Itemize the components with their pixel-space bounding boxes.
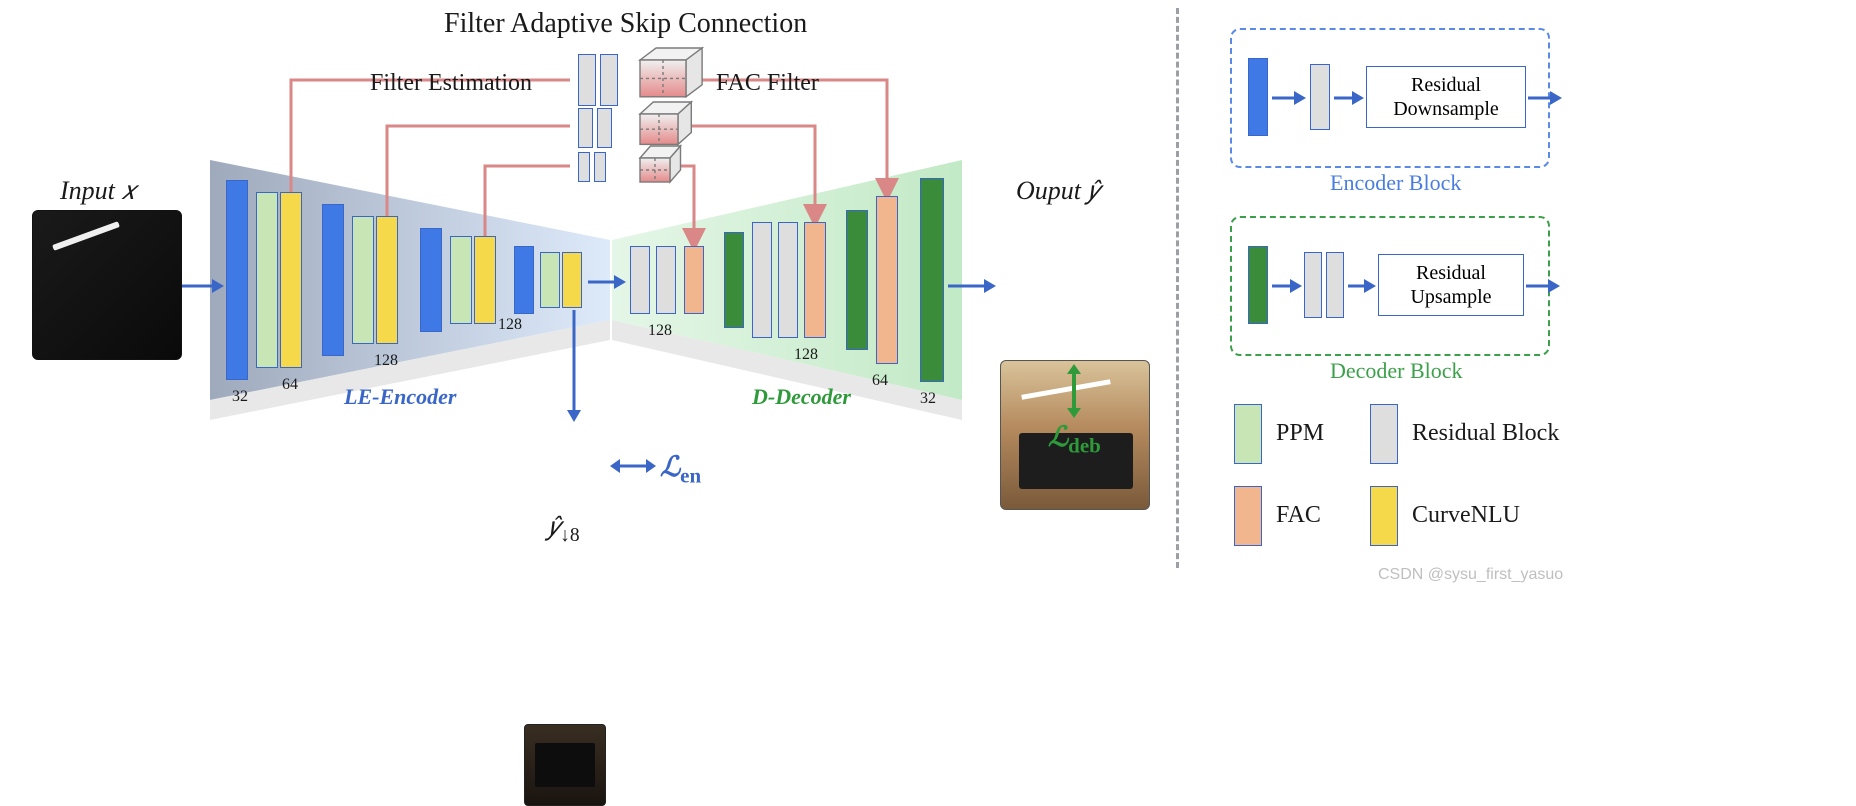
net-block-19: [846, 210, 868, 350]
net-block-3: [322, 204, 344, 356]
net-block-4: [352, 216, 374, 344]
d-decoder-caption: D-Decoder: [752, 384, 851, 410]
filter-est-rect-0-0: [578, 54, 596, 106]
section-divider: [1176, 8, 1179, 568]
enc-arr1: [1272, 88, 1308, 108]
enc-arr2: [1334, 88, 1364, 108]
channel-label-5: 128: [794, 346, 818, 364]
net-block-20: [876, 196, 898, 364]
legend-curvenlu: [1370, 486, 1398, 546]
net-block-10: [540, 252, 560, 308]
loss-en-arrow: [610, 456, 656, 476]
net-block-15: [724, 232, 744, 328]
dec-arr2: [1348, 276, 1376, 296]
filter-est-rect-2-1: [594, 152, 606, 182]
channel-label-3: 128: [498, 316, 522, 334]
channel-label-4: 128: [648, 322, 672, 340]
decoder-block-caption: Decoder Block: [1330, 358, 1463, 384]
filter-estimation-label: Filter Estimation: [370, 70, 532, 97]
encoder-block-caption: Encoder Block: [1330, 170, 1461, 196]
net-block-14: [684, 246, 704, 314]
loss-en-label: ℒen: [660, 450, 701, 489]
net-block-8: [474, 236, 496, 324]
dec-arr1: [1272, 276, 1302, 296]
arrow-input: [182, 276, 226, 296]
net-block-9: [514, 246, 534, 314]
net-block-12: [630, 246, 650, 314]
net-block-6: [420, 228, 442, 332]
l-en-script: ℒ: [660, 452, 680, 483]
filter-est-rect-2-0: [578, 152, 590, 182]
legend-ppm-label: PPM: [1276, 420, 1324, 447]
net-block-11: [562, 252, 582, 308]
legend-fac: [1234, 486, 1262, 546]
y8-image: [524, 724, 606, 806]
net-block-7: [450, 236, 472, 324]
arrow-to-y8: [564, 310, 584, 424]
fac-cube-2: [640, 146, 690, 196]
dec-green: [1248, 246, 1268, 324]
fasc-title: Filter Adaptive Skip Connection: [444, 8, 807, 40]
loss-deb-label: ℒdeb: [1048, 420, 1101, 459]
filter-est-rect-1-1: [597, 108, 612, 148]
y8-sym: 𝑦̂: [548, 512, 560, 541]
dec-arr3: [1526, 276, 1560, 296]
channel-label-0: 32: [232, 388, 248, 406]
le-encoder-caption: LE-Encoder: [344, 384, 456, 410]
dec-grey-a: [1304, 252, 1322, 318]
output-label: Ouput 𝑦̂: [1016, 176, 1100, 207]
net-block-13: [656, 246, 676, 314]
legend-curvenlu-label: CurveNLU: [1412, 502, 1520, 529]
net-block-0: [226, 180, 248, 380]
enc-blue: [1248, 58, 1268, 136]
filter-est-rect-1-0: [578, 108, 593, 148]
dec-grey-b: [1326, 252, 1344, 318]
net-block-1: [256, 192, 278, 368]
input-label: Input 𝑥: [60, 176, 136, 207]
net-block-16: [752, 222, 772, 338]
enc-grey: [1310, 64, 1330, 130]
legend-resblock-label: Residual Block: [1412, 420, 1559, 447]
channel-label-7: 32: [920, 390, 936, 408]
channel-label-1: 64: [282, 376, 298, 394]
enc-resdown: Residual Downsample: [1366, 66, 1526, 128]
net-block-17: [778, 222, 798, 338]
channel-label-6: 64: [872, 372, 888, 390]
l-deb-script: ℒ: [1048, 422, 1068, 453]
loss-deb-arrow: [1064, 364, 1084, 418]
y8-sub: ↓8: [560, 525, 580, 546]
net-block-21: [920, 178, 944, 382]
input-image: [32, 210, 182, 360]
legend-ppm: [1234, 404, 1262, 464]
arrow-bottleneck: [588, 272, 628, 292]
filter-est-rect-0-1: [600, 54, 618, 106]
net-block-2: [280, 192, 302, 368]
arrow-output: [948, 276, 998, 296]
channel-label-2: 128: [374, 352, 398, 370]
fac-filter-label: FAC Filter: [716, 70, 819, 97]
watermark: CSDN @sysu_first_yasuo: [1378, 566, 1563, 584]
l-deb-sub: deb: [1068, 434, 1101, 458]
diagram-root: Input 𝑥 32 64 128 128 128 128 64 32 Ouput 𝑦̂ ℒd…: [0, 0, 1856, 590]
net-block-18: [804, 222, 826, 338]
l-en-sub: en: [680, 464, 701, 488]
legend-resblock: [1370, 404, 1398, 464]
legend-fac-label: FAC: [1276, 502, 1321, 529]
y8-label: 𝑦̂↓8: [548, 512, 580, 547]
dec-resup: Residual Upsample: [1378, 254, 1524, 316]
net-block-5: [376, 216, 398, 344]
enc-arr3: [1528, 88, 1562, 108]
